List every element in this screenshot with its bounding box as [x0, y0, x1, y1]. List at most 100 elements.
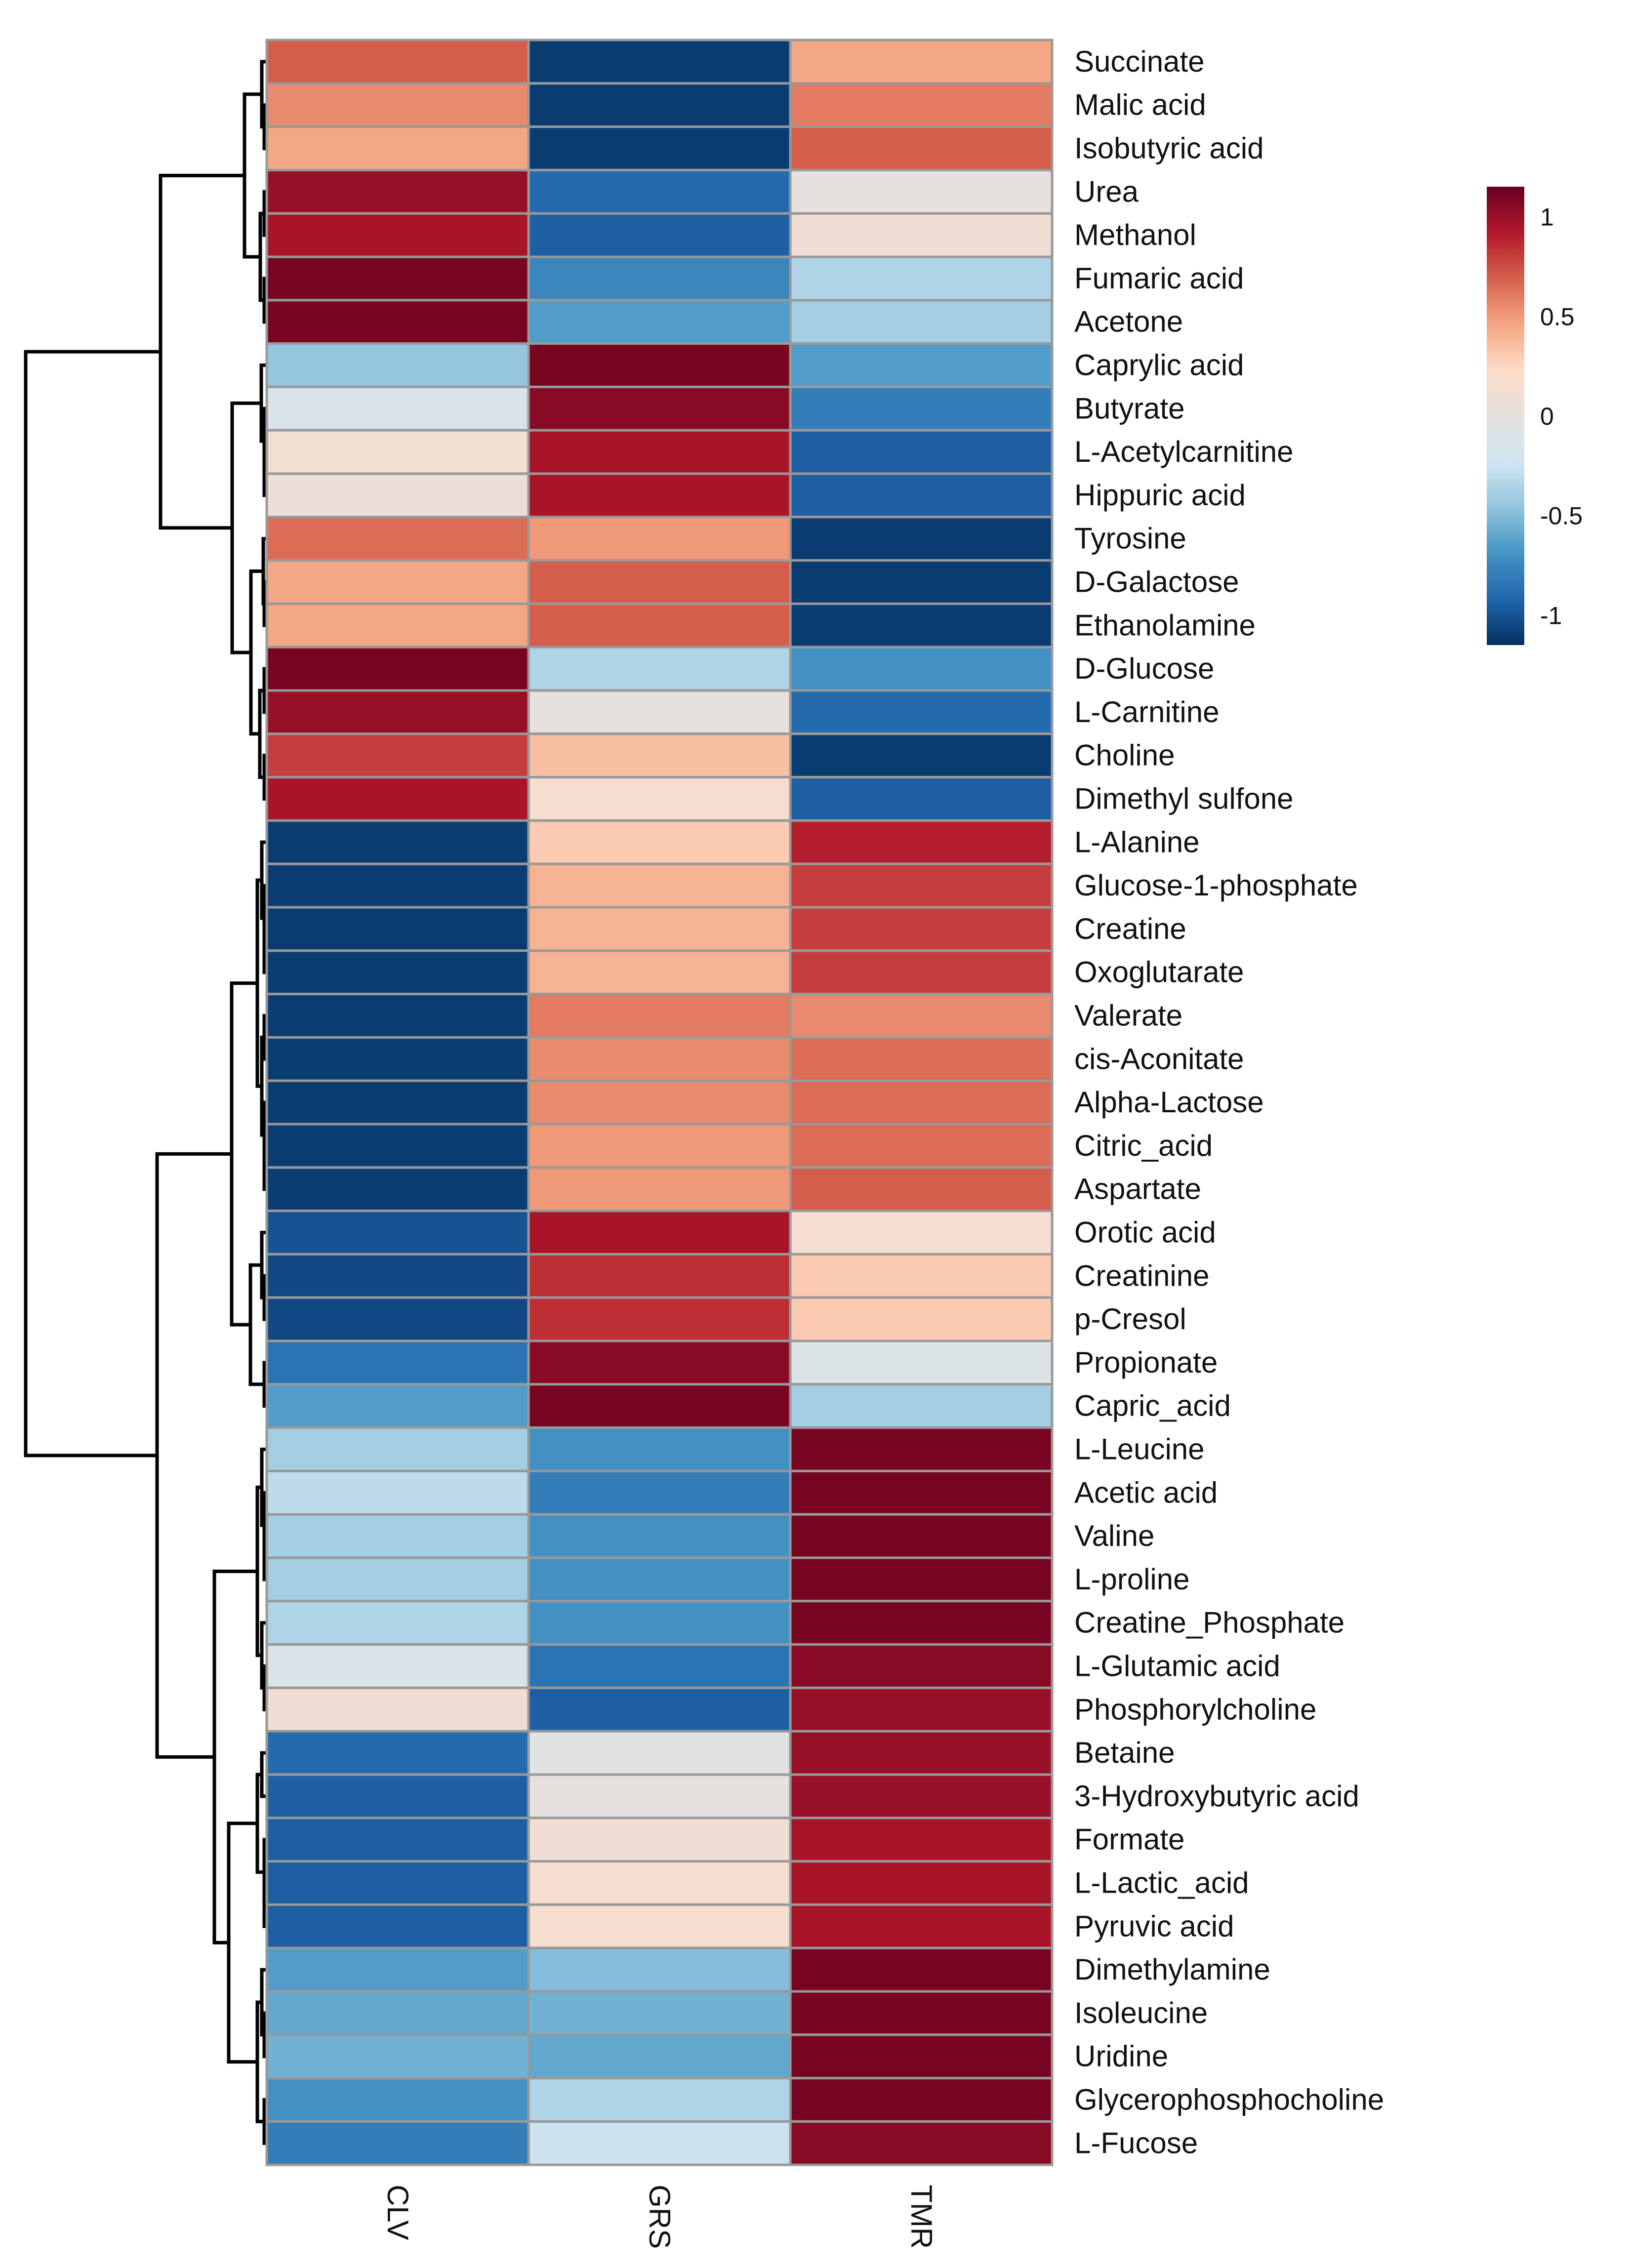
heatmap-cell	[265, 862, 530, 909]
heatmap-cell	[527, 1600, 792, 1646]
heatmap-cell	[789, 1513, 1054, 1559]
heatmap-cell	[527, 255, 792, 302]
heatmap-cell	[527, 1166, 792, 1213]
heatmap-cell	[527, 1036, 792, 1082]
row-label: Dimethylamine	[1074, 1953, 1270, 1986]
column-labels: CLV GRS TMR	[381, 2185, 938, 2249]
row-label: Phosphorylcholine	[1074, 1693, 1316, 1726]
heatmap-cell	[789, 2120, 1054, 2166]
heatmap-cell	[265, 1556, 530, 1603]
heatmap-cell	[789, 299, 1054, 345]
heatmap-cell	[789, 1946, 1054, 1993]
heatmap-cell	[527, 559, 792, 605]
heatmap-cell	[527, 1817, 792, 1863]
row-label: L-Acetylcarnitine	[1074, 435, 1294, 468]
heatmap-cell	[527, 385, 792, 432]
dendrogram-branch	[212, 1569, 257, 1944]
heatmap-cell	[789, 2033, 1054, 2080]
heatmap-cell	[265, 212, 530, 258]
row-label: Citric_acid	[1074, 1129, 1213, 1162]
heatmap-cell	[527, 732, 792, 779]
heatmap-cell	[789, 1079, 1054, 1126]
heatmap-cell	[265, 1946, 530, 1993]
heatmap-cell	[789, 82, 1054, 128]
legend-colorbar	[1487, 187, 1524, 645]
legend-tick-label: -1	[1540, 602, 1562, 629]
heatmap-cell	[789, 1166, 1054, 1213]
heatmap-cell	[265, 1210, 530, 1256]
heatmap-cell	[527, 602, 792, 648]
row-label: L-Leucine	[1074, 1433, 1205, 1466]
row-label: Butyrate	[1074, 392, 1184, 425]
heatmap-cell	[527, 1123, 792, 1169]
heatmap-cell	[789, 1600, 1054, 1646]
dendrogram-branch	[24, 350, 161, 1458]
row-label: L-proline	[1074, 1563, 1189, 1596]
heatmap-cell	[265, 516, 530, 562]
heatmap-cell	[527, 39, 792, 85]
heatmap-cell	[527, 125, 792, 171]
heatmap-cell	[527, 516, 792, 562]
legend-tick-label: 1	[1540, 203, 1554, 231]
heatmap-cell	[265, 1860, 530, 1906]
heatmap-cell	[265, 342, 530, 388]
heatmap-cell	[265, 255, 530, 302]
heatmap-cell	[265, 1903, 530, 1949]
heatmap-cell	[265, 2077, 530, 2123]
heatmap-cell	[265, 1296, 530, 1342]
heatmap-cell	[789, 819, 1054, 865]
row-label: L-Fucose	[1074, 2126, 1198, 2159]
heatmap-cell	[265, 689, 530, 735]
row-label: 3-Hydroxybutyric acid	[1074, 1780, 1359, 1813]
row-label: Aspartate	[1074, 1173, 1201, 1206]
heatmap-cell	[789, 949, 1054, 996]
row-label: p-Cresol	[1074, 1302, 1186, 1336]
heatmap-cell	[527, 906, 792, 952]
heatmap-cell	[265, 1817, 530, 1863]
heatmap-cell	[789, 1556, 1054, 1603]
row-label: Betaine	[1074, 1736, 1175, 1769]
heatmap-cell	[789, 1903, 1054, 1949]
row-label: Acetone	[1074, 305, 1183, 338]
heatmap-cell	[789, 1036, 1054, 1082]
row-label: Capric_acid	[1074, 1389, 1231, 1422]
heatmap-cell	[265, 1513, 530, 1559]
heatmap-cell	[527, 1339, 792, 1386]
heatmap-cell	[527, 1079, 792, 1126]
heatmap-cell	[527, 429, 792, 475]
dendrogram-branch	[155, 1152, 232, 1759]
heatmap-cell	[789, 1730, 1054, 1776]
heatmap-cell	[527, 1730, 792, 1776]
color-legend: 1 0.5 0 -0.5 -1	[1487, 187, 1583, 645]
heatmap-cell	[789, 2077, 1054, 2123]
heatmap-cell	[527, 949, 792, 996]
row-label: Caprylic acid	[1074, 349, 1244, 382]
row-label: Choline	[1074, 739, 1175, 772]
heatmap-cell	[789, 1773, 1054, 1820]
row-label: Formate	[1074, 1823, 1184, 1856]
legend-tick-label: 0.5	[1540, 303, 1575, 330]
row-label: Hippuric acid	[1074, 479, 1246, 512]
heatmap-cell	[527, 1860, 792, 1906]
heatmap-cell	[265, 168, 530, 215]
heatmap-cell	[265, 1339, 530, 1386]
column-label: TMR	[905, 2185, 938, 2249]
heatmap-cell	[527, 1469, 792, 1516]
row-label: Ethanolamine	[1074, 608, 1256, 642]
heatmap-cell	[265, 385, 530, 432]
row-label: L-Alanine	[1074, 825, 1200, 858]
heatmap-cell	[789, 1817, 1054, 1863]
heatmap-cell	[527, 819, 792, 865]
legend-tick-label: 0	[1540, 403, 1554, 430]
heatmap-cell	[789, 342, 1054, 388]
heatmap-cell	[789, 1296, 1054, 1342]
heatmap-cell	[789, 125, 1054, 171]
heatmap-cell	[789, 559, 1054, 605]
heatmap-cell	[265, 2033, 530, 2080]
heatmap-cell	[265, 1686, 530, 1733]
row-label: Oxoglutarate	[1074, 956, 1244, 989]
heatmap-cell	[527, 689, 792, 735]
row-labels: Succinate Malic acid Isobutyric acid Urea Me…	[1074, 45, 1384, 2159]
row-label: D-Galactose	[1074, 566, 1239, 599]
row-label: Succinate	[1074, 45, 1205, 78]
